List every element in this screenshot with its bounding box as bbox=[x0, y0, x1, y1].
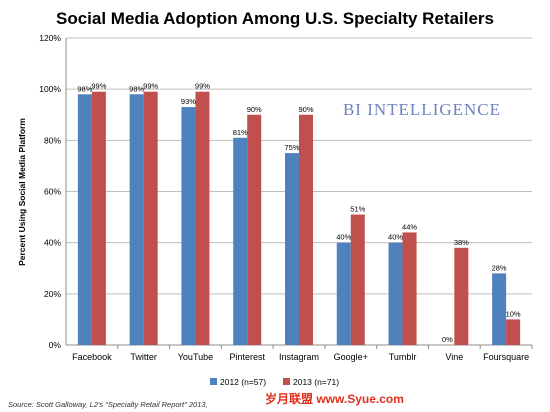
bar bbox=[285, 153, 299, 345]
data-label: 28% bbox=[492, 263, 507, 272]
data-label: 99% bbox=[143, 82, 158, 91]
x-tick-label: Foursquare bbox=[483, 352, 529, 362]
bar bbox=[454, 247, 469, 345]
data-label: 0% bbox=[442, 335, 453, 344]
data-label: 10% bbox=[506, 309, 521, 318]
x-tick-label: Pinterest bbox=[229, 352, 265, 362]
y-axis-ticks: 0% 20% 40% 60% 80% 100% 120% bbox=[39, 33, 61, 350]
bar bbox=[195, 91, 210, 345]
watermark: 岁月联盟 www.Syue.com bbox=[265, 391, 404, 406]
x-tick-label: YouTube bbox=[178, 352, 213, 362]
data-label: 75% bbox=[284, 143, 299, 152]
legend-label: 2013 (n=71) bbox=[293, 377, 339, 387]
data-label: 98% bbox=[77, 84, 92, 93]
x-tick-label: Vine bbox=[445, 352, 463, 362]
data-label: 81% bbox=[233, 128, 248, 137]
bar bbox=[350, 214, 365, 345]
bar bbox=[402, 232, 417, 345]
data-label: 93% bbox=[181, 97, 196, 106]
data-label: 44% bbox=[402, 222, 417, 231]
bar bbox=[492, 273, 507, 345]
y-tick-label: 40% bbox=[44, 238, 61, 248]
data-label: 99% bbox=[91, 82, 106, 91]
source-note: Source: Scott Galloway, L2's "Specialty … bbox=[8, 400, 208, 409]
bar bbox=[233, 137, 248, 345]
y-axis-label: Percent Using Social Media Platform bbox=[17, 118, 27, 266]
bar bbox=[143, 91, 158, 345]
x-tick-label: Tumblr bbox=[389, 352, 417, 362]
data-label: 38% bbox=[454, 238, 469, 247]
data-label: 51% bbox=[350, 205, 365, 214]
y-tick-label: 0% bbox=[49, 340, 62, 350]
data-label: 40% bbox=[388, 233, 403, 242]
data-label: 98% bbox=[129, 84, 144, 93]
bar bbox=[388, 242, 403, 345]
x-tick-label: Instagram bbox=[279, 352, 319, 362]
data-labels: 98%99% 98%99%93%99%81%90%75%90%40%51%40%4… bbox=[77, 82, 521, 344]
data-label: 99% bbox=[195, 82, 210, 91]
x-tick-label: Google+ bbox=[334, 352, 368, 362]
brand-logo-text: BI INTELLIGENCE bbox=[343, 100, 501, 119]
chart-title: Social Media Adoption Among U.S. Special… bbox=[56, 9, 494, 28]
x-tick-label: Facebook bbox=[72, 352, 112, 362]
legend-label: 2012 (n=57) bbox=[220, 377, 266, 387]
legend: 2012 (n=57) 2013 (n=71) bbox=[210, 377, 339, 387]
bar bbox=[129, 94, 144, 346]
bar bbox=[506, 319, 521, 345]
data-label: 90% bbox=[247, 105, 262, 114]
y-tick-label: 20% bbox=[44, 289, 61, 299]
x-axis-ticks: Facebook Twitter YouTube Pinterest Instagram… bbox=[72, 345, 533, 362]
bar bbox=[299, 114, 313, 345]
y-tick-label: 60% bbox=[44, 187, 61, 197]
y-tick-label: 80% bbox=[44, 135, 61, 145]
bar bbox=[77, 94, 92, 346]
y-tick-label: 100% bbox=[39, 84, 61, 94]
legend-swatch bbox=[210, 378, 217, 385]
bar bbox=[336, 242, 351, 345]
bar bbox=[91, 91, 106, 345]
data-label: 40% bbox=[336, 233, 351, 242]
y-tick-label: 120% bbox=[39, 33, 61, 43]
bar bbox=[181, 107, 196, 345]
data-label: 90% bbox=[298, 105, 313, 114]
bars bbox=[77, 91, 521, 346]
bar bbox=[247, 114, 262, 345]
legend-swatch bbox=[283, 378, 290, 385]
x-tick-label: Twitter bbox=[130, 352, 157, 362]
